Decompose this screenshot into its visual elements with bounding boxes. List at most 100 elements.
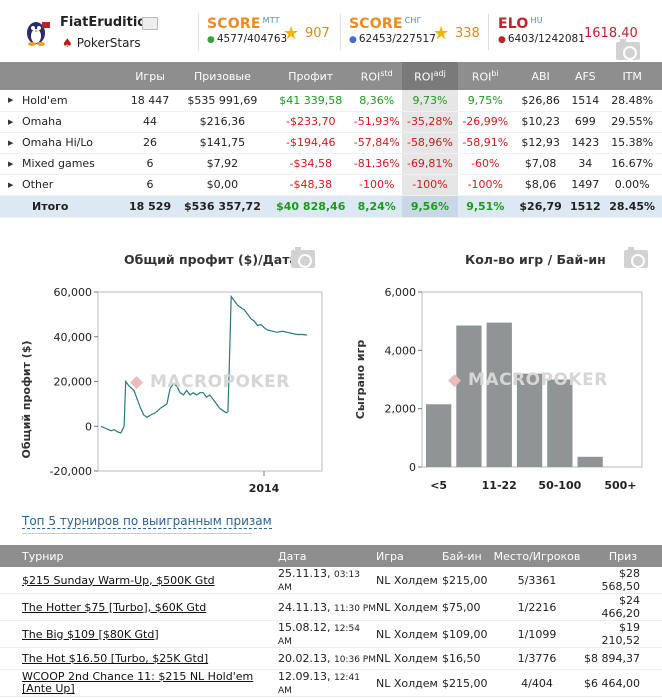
room-name: ♠ PokerStars: [62, 36, 141, 50]
y-axis-label: Сыграно игр: [354, 340, 367, 420]
table-row[interactable]: ▶ Mixed games 6 $7,92 -$34,58 -81,36% -69,81% -…: [0, 153, 662, 175]
y-tick-label: 60,000: [54, 286, 93, 299]
cell-place: 1/1099: [490, 620, 584, 648]
col-roi-bi[interactable]: ROIbi: [457, 62, 513, 90]
col-abi[interactable]: ABI: [512, 62, 569, 90]
cell-prize: $19 210,52: [584, 620, 662, 648]
cell-buyin: $109,00: [442, 620, 490, 648]
cell-prize: $141,75: [174, 132, 271, 154]
col-afs[interactable]: AFS: [568, 62, 603, 90]
cell-game: NL Холдем: [376, 669, 442, 697]
watermark: ◆ MACROPOKER: [130, 372, 290, 392]
col-buyin[interactable]: Бай-ин: [442, 545, 490, 567]
cell-game: NL Холдем: [376, 593, 442, 621]
y-tick-label: -20,000: [50, 465, 92, 478]
col-game[interactable]: Игра: [376, 545, 442, 567]
cell-abi: $8,06: [512, 174, 569, 196]
cell-abi: $7,08: [512, 153, 569, 175]
tournament-link[interactable]: $215 Sunday Warm-Up, $500K Gtd: [22, 573, 215, 587]
cell-prize: $536 357,72: [174, 195, 271, 218]
table-row[interactable]: WCOOP 2nd Chance 11: $215 NL Hold'em [Ant…: [0, 669, 662, 697]
flag-icon: [142, 17, 158, 30]
y-axis-label: Общий профит ($): [20, 340, 33, 458]
cell-buyin: $215,00: [442, 567, 490, 594]
cell-profit: $41 339,58: [270, 90, 352, 112]
medal-icon: ●: [498, 35, 506, 45]
cell-roi-bi: 9,51%: [457, 195, 513, 218]
col-place[interactable]: Место/Игроков: [490, 545, 584, 567]
y-tick-label: 2,000: [385, 403, 417, 416]
stats-table: Игры Призовые Профит ROIstd ROIadj ROIbi…: [0, 62, 662, 218]
tournament-link[interactable]: The Hot $16.50 [Turbo, $25K Gtd]: [22, 652, 209, 665]
expand-triangle-icon[interactable]: ▶: [8, 117, 14, 126]
elo-rating: 1618.40: [584, 26, 638, 41]
col-prize[interactable]: Призовые: [174, 62, 271, 90]
table-row[interactable]: $215 Sunday Warm-Up, $500K Gtd 25.11.13, …: [0, 567, 662, 594]
col-profit[interactable]: Профит: [270, 62, 352, 90]
x-tick-label: 50-100: [538, 479, 581, 492]
camera-icon[interactable]: [291, 247, 315, 268]
star-icon: ★: [283, 23, 300, 44]
cell-profit: -$233,70: [270, 111, 352, 133]
cell-roi-std: -100%: [351, 174, 403, 196]
expand-triangle-icon[interactable]: ▶: [8, 159, 14, 168]
cell-roi-std: 8,36%: [351, 90, 403, 112]
cell-prize: $216,36: [174, 111, 271, 133]
cell-itm: 28.48%: [602, 90, 662, 112]
expand-triangle-icon[interactable]: ▶: [8, 180, 14, 189]
cell-name: ▶ Hold'em: [0, 90, 126, 112]
expand-triangle-icon[interactable]: ▶: [8, 138, 14, 147]
table-row[interactable]: ▶ Omaha Hi/Lo 26 $141,75 -$194,46 -57,84% -58,…: [0, 132, 662, 154]
table-row[interactable]: ▶ Hold'em 18 447 $535 991,69 $41 339,58 8,36%…: [0, 90, 662, 112]
cell-tournament[interactable]: WCOOP 2nd Chance 11: $215 NL Hold'em [Ant…: [0, 669, 278, 697]
col-itm[interactable]: ITM: [602, 62, 662, 90]
tournament-link[interactable]: The Hotter $75 [Turbo], $60K Gtd: [22, 600, 207, 614]
tournament-link[interactable]: [Ante Up]: [22, 682, 75, 695]
profit-chart-title: Общий профит ($)/Дата: [124, 252, 298, 267]
cell-roi-adj: 9,73%: [402, 90, 458, 112]
col-name: [0, 62, 126, 90]
table-row[interactable]: ▶ Omaha 44 $216,36 -$233,70 -51,93% -35,28% -26…: [0, 111, 662, 133]
cell-prize: $28 568,50: [584, 567, 662, 594]
table-row[interactable]: The Hot $16.50 [Turbo, $25K Gtd] 20.02.13…: [0, 647, 662, 670]
cell-place: 4/404: [490, 669, 584, 697]
y-tick-label: 0: [409, 461, 416, 474]
col-roi-std[interactable]: ROIstd: [351, 62, 403, 90]
col-games[interactable]: Игры: [125, 62, 175, 90]
cell-abi: $26,86: [512, 90, 569, 112]
col-tournament[interactable]: Турнир: [0, 545, 278, 567]
tournament-link[interactable]: WCOOP 2nd Chance 11: $215 NL Hold'em: [22, 670, 254, 683]
table-row[interactable]: The Hotter $75 [Turbo], $60K Gtd 24.11.13…: [0, 593, 662, 621]
cell-profit: $40 828,46: [270, 195, 352, 218]
cell-roi-std: -81,36%: [351, 153, 403, 175]
col-date[interactable]: Дата: [278, 545, 376, 567]
camera-icon[interactable]: [616, 39, 640, 60]
table-row[interactable]: ▶ Other 6 $0,00 -$48,38 -100% -100% -100% $8,06 1…: [0, 174, 662, 196]
top5-link[interactable]: Топ 5 турниров по выигранным призам: [22, 514, 272, 529]
bar: [486, 322, 512, 467]
table-row[interactable]: The Big $109 [$80K Gtd] 15.08.12, 12:54 A…: [0, 620, 662, 648]
cell-roi-std: 8,24%: [351, 195, 403, 218]
cell-prize: $8 894,37: [584, 647, 662, 670]
profit-chart: 60,000 40,000 20,000 0 -20,000 2014 Общий проф…: [20, 286, 323, 495]
player-name[interactable]: FiatEruditio: [60, 15, 147, 30]
buyin-chart: 6,000 4,000 2,000 0 Сыграно игр <5 11-22 50-100…: [354, 286, 643, 492]
y-tick-label: 0: [85, 420, 92, 433]
cell-afs: 1423: [568, 132, 603, 154]
cell-prize: $24 466,20: [584, 593, 662, 621]
cell-tournament[interactable]: The Hotter $75 [Turbo], $60K Gtd: [0, 593, 278, 621]
expand-triangle-icon[interactable]: ▶: [8, 96, 14, 104]
camera-icon[interactable]: [624, 247, 648, 268]
score-elo: ELO HU ● 6403/1242081 1618.40: [498, 16, 638, 45]
cell-roi-adj: -35,28%: [402, 111, 458, 133]
cell-tournament[interactable]: $215 Sunday Warm-Up, $500K Gtd: [0, 567, 278, 594]
cell-tournament[interactable]: The Big $109 [$80K Gtd]: [0, 620, 278, 648]
y-tick-label: 4,000: [385, 344, 417, 357]
cell-abi: $26,79: [512, 195, 569, 218]
col-top-prize[interactable]: Приз: [584, 545, 662, 567]
col-roi-adj[interactable]: ROIadj: [402, 62, 458, 90]
cell-date: 25.11.13, 03:13 AM: [278, 567, 376, 594]
cell-game: NL Холдем: [376, 647, 442, 670]
tournament-link[interactable]: The Big $109 [$80K Gtd]: [22, 627, 159, 641]
cell-tournament[interactable]: The Hot $16.50 [Turbo, $25K Gtd]: [0, 647, 278, 670]
